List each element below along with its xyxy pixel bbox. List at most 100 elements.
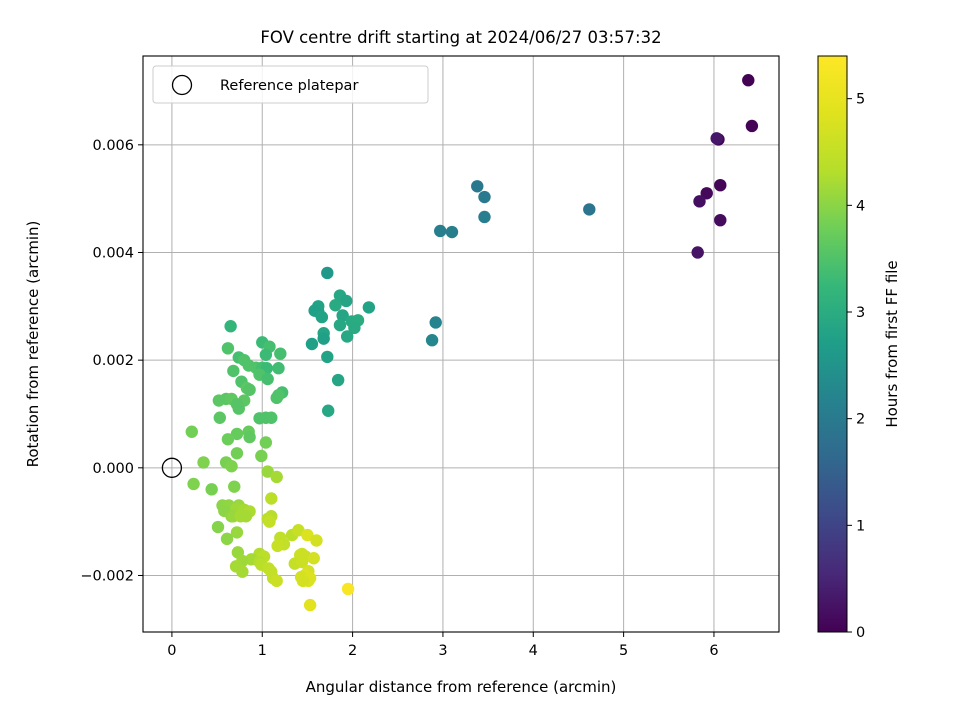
data-point (197, 456, 210, 469)
data-point (714, 178, 727, 192)
data-point (691, 246, 704, 259)
colorbar: 0 1 2 3 4 5 Hours from first FF file (817, 55, 901, 641)
data-point (261, 465, 274, 478)
data-point (478, 190, 491, 204)
data-point (478, 210, 491, 224)
colorbar-gradient (817, 55, 848, 633)
x-tick-label: 3 (438, 643, 447, 659)
data-point (700, 187, 713, 200)
data-point (270, 574, 283, 588)
data-point (745, 119, 759, 133)
data-point (239, 510, 253, 523)
colorbar-ticks: 0 1 2 3 4 5 (847, 92, 865, 641)
x-tick-label: 4 (529, 643, 538, 659)
data-point (303, 598, 317, 612)
data-point (265, 411, 278, 424)
data-point (261, 372, 274, 386)
colorbar-tick-label: 0 (856, 625, 865, 641)
y-tick-label: −0.002 (80, 568, 134, 584)
data-point (341, 582, 355, 596)
legend-label: Reference platepar (220, 78, 358, 94)
x-tick-label: 0 (167, 643, 176, 659)
data-point (321, 266, 334, 280)
data-point (225, 459, 238, 473)
data-point (274, 347, 287, 360)
data-point (321, 350, 334, 364)
data-point (270, 470, 283, 484)
data-points (185, 74, 759, 612)
data-point (362, 301, 376, 314)
data-point (429, 316, 442, 329)
data-point (321, 404, 335, 417)
data-point (340, 294, 353, 308)
y-tick-label: 0.006 (92, 138, 134, 154)
reference-marker (161, 457, 183, 478)
data-point (271, 539, 284, 553)
data-point (301, 528, 314, 542)
data-point (236, 565, 249, 578)
data-point (232, 402, 245, 415)
data-point (317, 332, 330, 345)
data-point (333, 318, 347, 332)
data-point (185, 425, 198, 438)
data-point (213, 411, 226, 424)
data-point (224, 320, 237, 333)
data-point (230, 526, 244, 539)
data-point (270, 391, 283, 405)
data-point (243, 383, 256, 396)
colorbar-tick-label: 3 (856, 305, 865, 321)
data-point (714, 213, 727, 227)
y-axis-ticks: −0.002 0.000 0.002 0.004 0.006 (80, 138, 143, 584)
x-tick-label: 1 (258, 643, 267, 659)
data-point (272, 362, 285, 375)
data-point (315, 310, 329, 324)
data-point (205, 483, 218, 496)
x-axis-label: Angular distance from reference (arcmin) (306, 678, 617, 696)
data-point (255, 449, 268, 463)
y-axis-label: Rotation from reference (arcmin) (24, 221, 42, 468)
data-point (263, 515, 276, 528)
data-point (329, 299, 342, 312)
data-point (583, 203, 596, 216)
colorbar-tick-label: 4 (856, 198, 865, 214)
y-tick-label: 0.000 (92, 461, 134, 477)
data-point (230, 427, 244, 441)
y-tick-label: 0.002 (92, 353, 134, 369)
data-point (340, 330, 354, 343)
grid-lines (143, 56, 779, 632)
data-point (259, 348, 273, 361)
data-point (211, 520, 225, 534)
data-point (693, 195, 706, 208)
colorbar-label: Hours from first FF file (883, 260, 901, 427)
data-point (230, 447, 244, 460)
data-point (336, 309, 349, 322)
data-point (227, 364, 240, 378)
data-point (259, 436, 273, 449)
x-tick-label: 6 (709, 643, 718, 659)
data-point (187, 477, 200, 491)
data-point (243, 430, 256, 444)
colorbar-tick-label: 5 (856, 92, 865, 108)
data-point (742, 74, 755, 87)
y-tick-label: 0.004 (92, 245, 134, 261)
colorbar-tick-label: 2 (856, 412, 865, 428)
x-tick-label: 5 (619, 643, 628, 659)
data-point (296, 574, 310, 588)
data-point (221, 433, 235, 446)
data-point (295, 547, 309, 561)
data-point (445, 225, 459, 239)
data-point (310, 534, 323, 547)
x-axis-ticks: 0 1 2 3 4 5 6 (167, 632, 719, 659)
data-point (307, 552, 320, 565)
data-point (425, 334, 439, 347)
data-point (265, 492, 278, 505)
chart-title: FOV centre drift starting at 2024/06/27 … (260, 28, 661, 47)
legend: Reference platepar (152, 65, 429, 104)
data-point (228, 480, 241, 493)
x-tick-label: 2 (348, 643, 357, 659)
colorbar-tick-label: 1 (856, 518, 865, 534)
data-point (471, 180, 484, 193)
legend-marker-icon (171, 74, 193, 96)
data-point (221, 342, 235, 355)
